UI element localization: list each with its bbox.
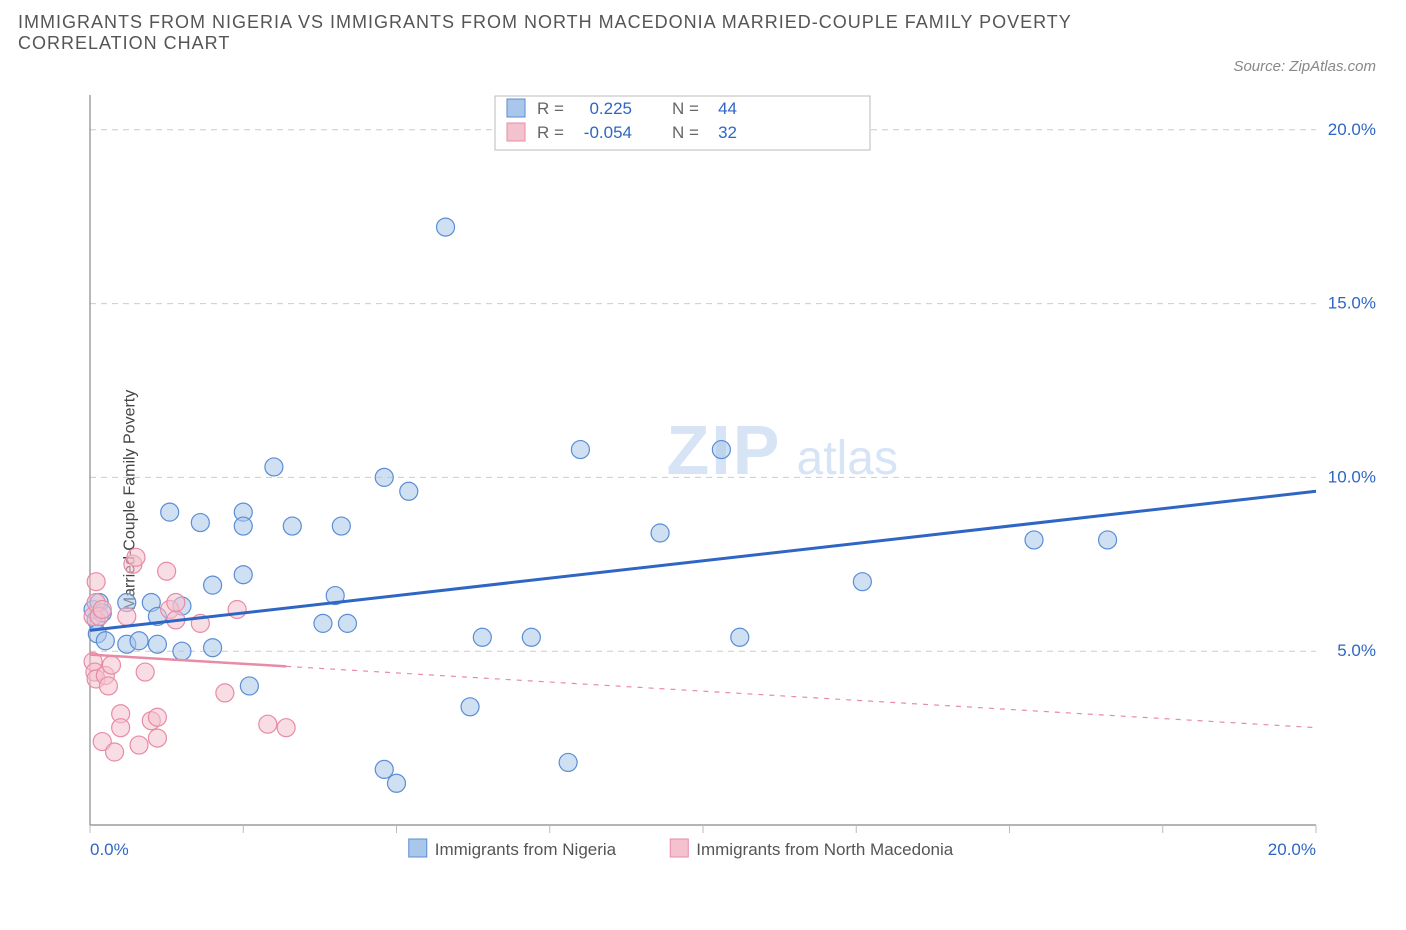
svg-text:R =: R =	[537, 123, 564, 142]
source-credit: Source: ZipAtlas.com	[1233, 58, 1376, 75]
svg-text:0.0%: 0.0%	[90, 840, 129, 859]
svg-text:32: 32	[718, 123, 737, 142]
scatter-plot: 5.0%10.0%15.0%20.0%ZIPatlas0.0%20.0%R =0…	[80, 90, 1386, 880]
svg-text:15.0%: 15.0%	[1328, 294, 1376, 313]
svg-text:N =: N =	[672, 123, 699, 142]
svg-text:-0.054: -0.054	[584, 123, 632, 142]
svg-text:N =: N =	[672, 99, 699, 118]
svg-text:atlas: atlas	[797, 432, 898, 485]
svg-text:0.225: 0.225	[589, 99, 632, 118]
chart-container: Married-Couple Family Poverty 5.0%10.0%1…	[30, 90, 1386, 910]
svg-text:Immigrants from Nigeria: Immigrants from Nigeria	[435, 840, 617, 859]
chart-title: IMMIGRANTS FROM NIGERIA VS IMMIGRANTS FR…	[18, 12, 1118, 54]
svg-text:R =: R =	[537, 99, 564, 118]
svg-text:20.0%: 20.0%	[1328, 120, 1376, 139]
svg-text:10.0%: 10.0%	[1328, 467, 1376, 486]
svg-text:5.0%: 5.0%	[1337, 641, 1376, 660]
svg-text:44: 44	[718, 99, 737, 118]
svg-text:20.0%: 20.0%	[1268, 840, 1316, 859]
svg-text:Immigrants from North Macedoni: Immigrants from North Macedonia	[696, 840, 954, 859]
